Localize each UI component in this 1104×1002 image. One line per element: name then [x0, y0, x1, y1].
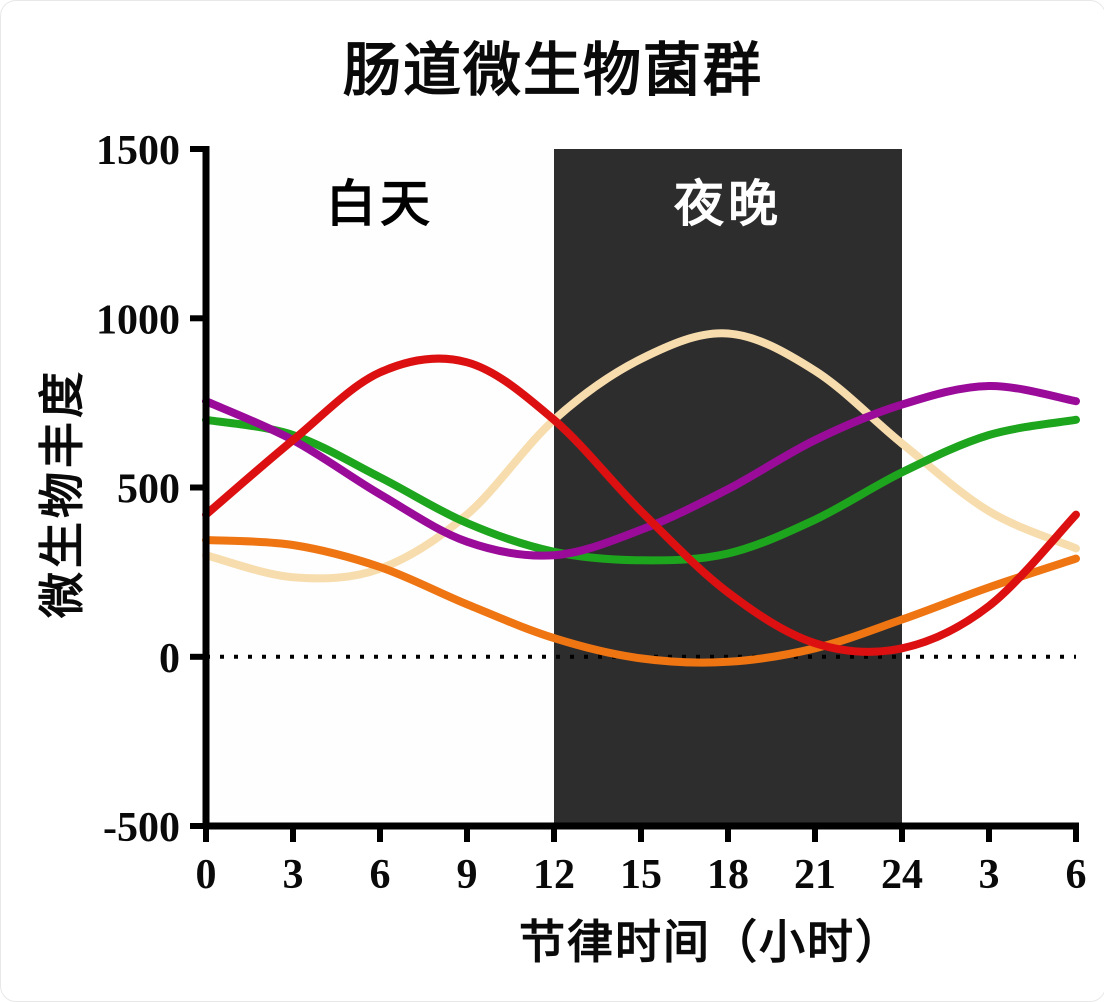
- x-axis-label: 节律时间（小时）: [519, 917, 903, 968]
- series-red-line: [202, 354, 1080, 656]
- series-purple-line: [202, 381, 1080, 560]
- y-tick-label: 500: [117, 467, 180, 513]
- chart-title: 肠道微生物菌群: [342, 38, 763, 103]
- night-label: 夜晚: [673, 176, 782, 232]
- y-tick-label: 1000: [96, 297, 180, 343]
- x-tick-label: 6: [370, 852, 391, 898]
- y-tick-label: -500: [103, 805, 180, 851]
- series-orange-line: [202, 536, 1080, 667]
- x-tick-label: 15: [620, 852, 662, 898]
- y-tick-label: 0: [159, 636, 180, 682]
- x-tick-label: 0: [196, 852, 217, 898]
- x-tick-label: 21: [794, 852, 836, 898]
- x-tick-label: 9: [457, 852, 478, 898]
- x-tick-label: 3: [979, 852, 1000, 898]
- x-tick-label: 12: [533, 852, 575, 898]
- region-band-day: [206, 149, 554, 826]
- x-tick-label: 18: [707, 852, 749, 898]
- x-tick-label: 6: [1066, 852, 1087, 898]
- day-label: 白天: [326, 176, 434, 232]
- series-green-line: [202, 415, 1080, 565]
- y-tick-label: 1500: [96, 128, 180, 174]
- x-tick-label: 24: [881, 852, 923, 898]
- x-tick-label: 3: [283, 852, 304, 898]
